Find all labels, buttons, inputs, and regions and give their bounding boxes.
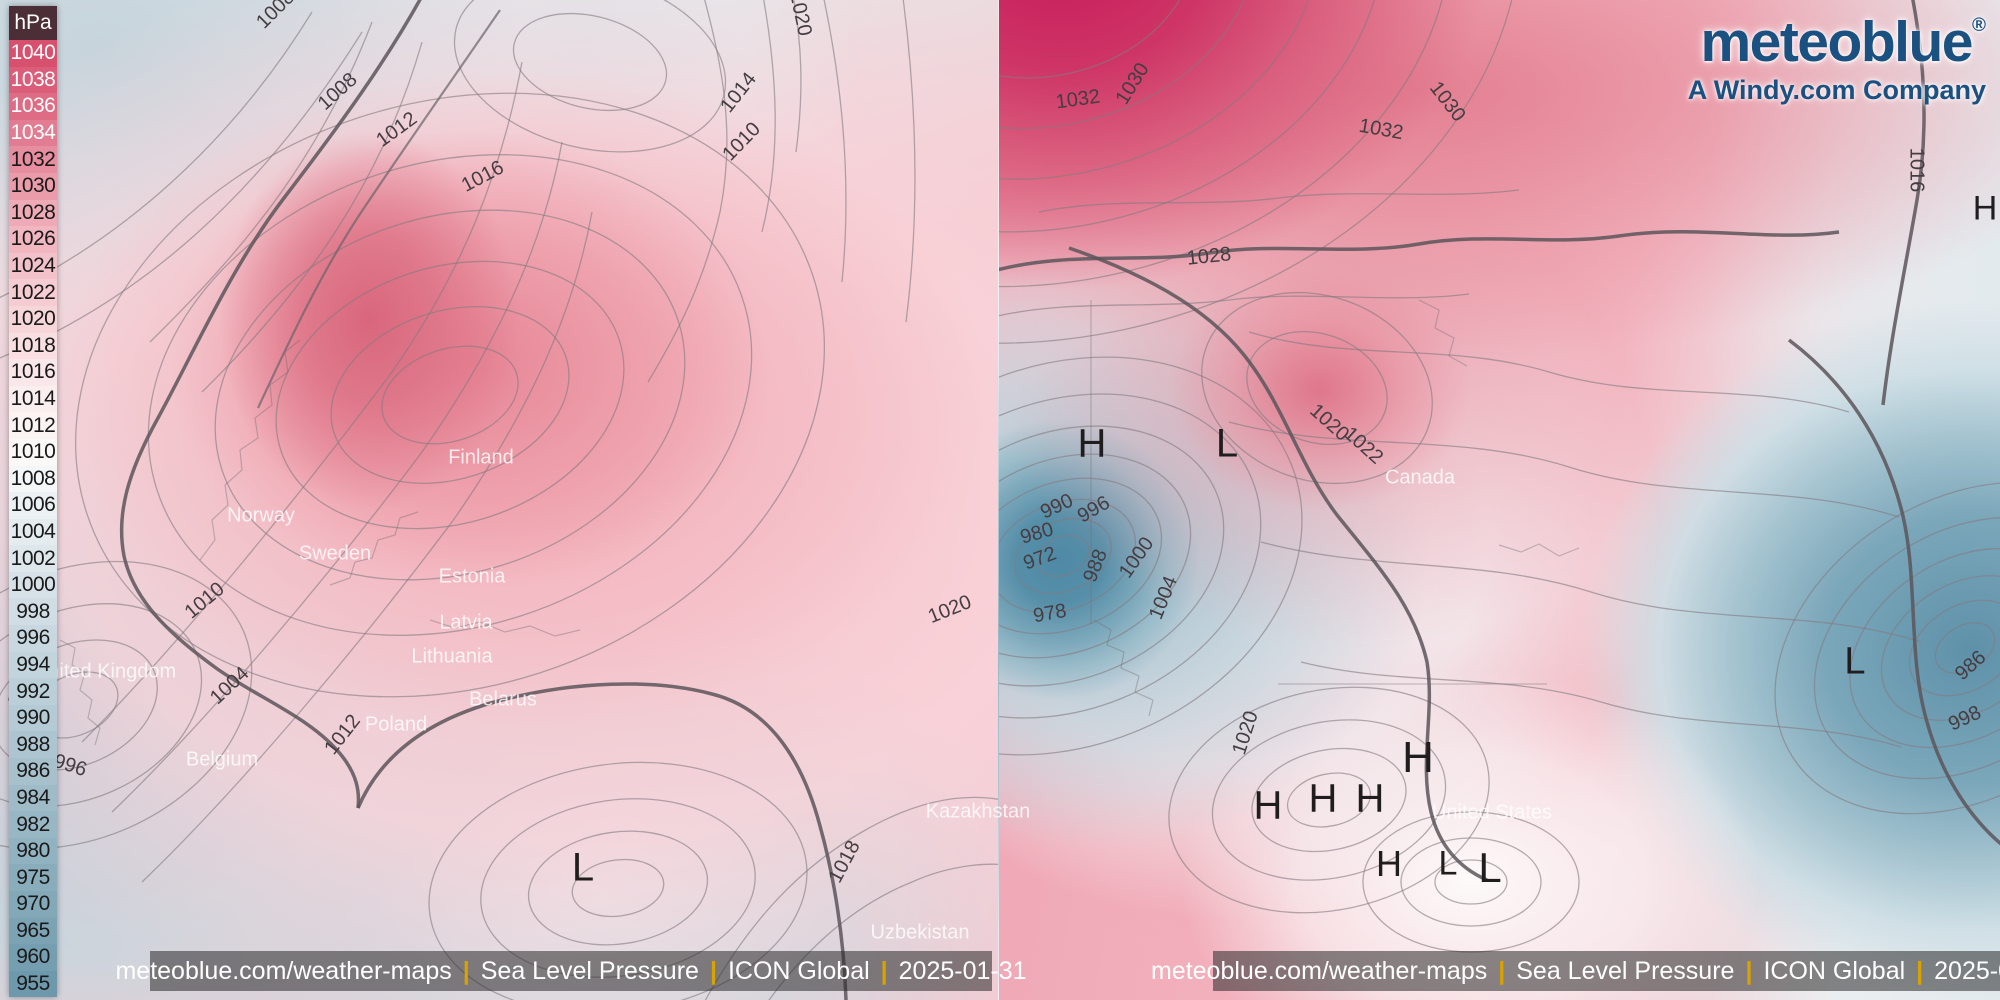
caption-layer: Sea Level Pressure	[1516, 956, 1735, 985]
scale-entry: 1012	[9, 412, 57, 439]
pressure-scale-rows: 1040 1038 1036 1034 1032 1030 1028 1026 1024 1022…	[9, 40, 57, 998]
scale-entry: 1006	[9, 492, 57, 519]
pressure-scale: hPa 1040 1038 1036 1034 1032 1030 1028 1026 1024…	[9, 6, 57, 998]
scale-entry: 1028	[9, 199, 57, 227]
scale-unit-label: hPa	[14, 11, 52, 34]
caption-bar-left: meteoblue.com/weather-maps | Sea Level P…	[115, 951, 1027, 991]
scale-entry: 1034	[9, 119, 57, 147]
scale-entry: 1004	[9, 518, 57, 546]
scale-entry: 988	[9, 731, 57, 759]
scale-entry: 986	[9, 758, 57, 785]
contour-lines-north-america	[999, 0, 2000, 953]
caption-site: meteoblue.com/weather-maps	[115, 956, 452, 985]
caption-separator: |	[1916, 956, 1924, 985]
scale-entry: 975	[9, 864, 57, 891]
pressure-map-europe	[0, 0, 998, 1000]
scale-entry: 1026	[9, 226, 57, 253]
caption-bar-right: meteoblue.com/weather-maps | Sea Level P…	[1151, 951, 2000, 991]
scale-entry: 1032	[9, 146, 57, 173]
scale-entry: 1002	[9, 545, 57, 572]
windy-tagline: A Windy.com Company	[1687, 75, 1986, 105]
scale-entry: 965	[9, 917, 57, 945]
scale-entry: 1018	[9, 332, 57, 360]
scale-entry: 1016	[9, 359, 57, 386]
meteoblue-branding: meteoblue® A Windy.com Company	[1688, 14, 1986, 104]
registered-trademark-icon: ®	[1972, 15, 1986, 36]
scale-entry: 960	[9, 944, 57, 971]
caption-date: 2025-01-31	[898, 956, 1027, 985]
caption-separator: |	[880, 956, 888, 985]
caption-separator: |	[709, 956, 717, 985]
caption-date: 2025-01-29	[1934, 956, 2000, 985]
scale-entry: 1008	[9, 465, 57, 493]
scale-entry: 994	[9, 651, 57, 679]
scale-entry: 1020	[9, 305, 57, 333]
scale-entry: 1038	[9, 66, 57, 94]
scale-entry: 1014	[9, 385, 57, 413]
scale-entry: 980	[9, 837, 57, 865]
scale-entry: 955	[9, 970, 57, 998]
caption-separator: |	[1498, 956, 1506, 985]
meteoblue-logo: meteoblue®	[1688, 14, 1986, 71]
scale-entry: 1000	[9, 571, 57, 599]
caption-separator: |	[1745, 956, 1753, 985]
scale-entry: 1036	[9, 93, 57, 120]
scale-entry: 1022	[9, 279, 57, 306]
scale-entry: 970	[9, 891, 57, 918]
scale-entry: 990	[9, 704, 57, 732]
scale-header: hPa	[9, 6, 57, 40]
caption-separator: |	[462, 956, 470, 985]
scale-entry: 1024	[9, 252, 57, 280]
caption-site: meteoblue.com/weather-maps	[1150, 956, 1488, 985]
logo-text: meteoblue	[1700, 10, 1973, 74]
scale-entry: 1030	[9, 172, 57, 200]
caption-model: ICON Global	[727, 956, 870, 985]
scale-entry: 992	[9, 678, 57, 705]
scale-entry: 982	[9, 811, 57, 838]
scale-entry: 1040	[9, 40, 57, 67]
scale-entry: 984	[9, 784, 57, 812]
scale-entry: 998	[9, 598, 57, 626]
scale-entry: 1010	[9, 438, 57, 466]
contour-lines-europe	[0, 0, 998, 1000]
scale-entry: 996	[9, 625, 57, 652]
caption-model: ICON Global	[1763, 956, 1906, 985]
caption-layer: Sea Level Pressure	[480, 956, 699, 985]
pressure-map-north-america	[998, 0, 2000, 1000]
